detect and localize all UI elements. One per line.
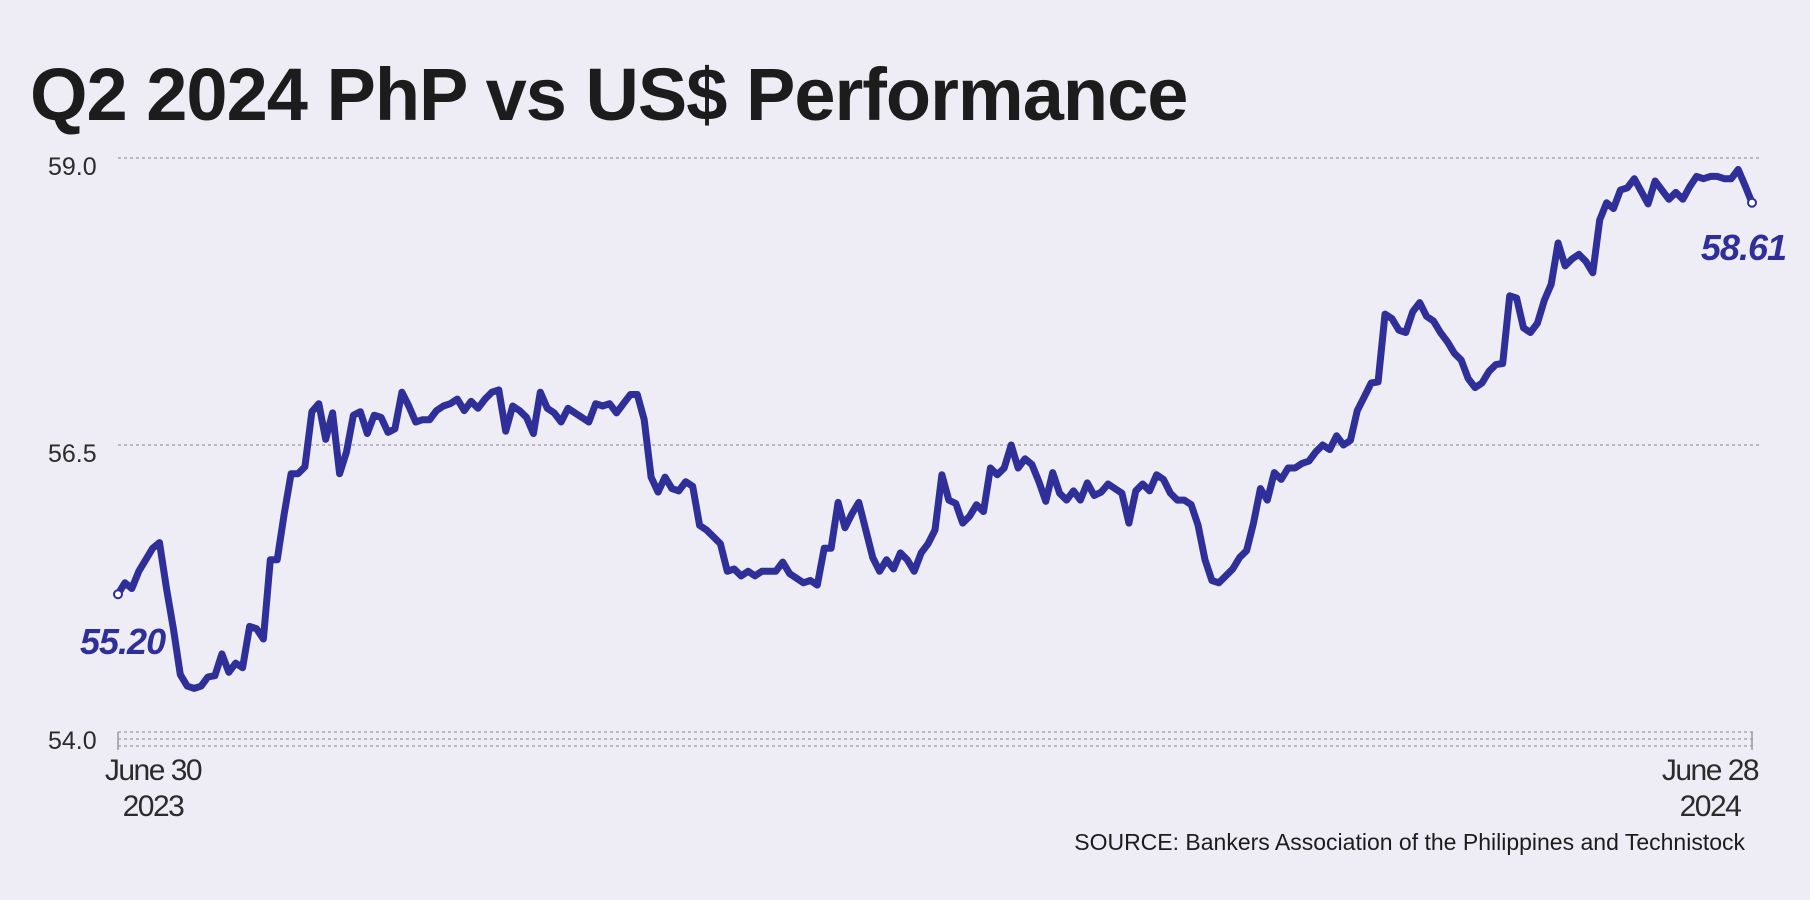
series-line [114,166,1756,692]
end-value-label: 58.61 [1701,227,1786,268]
gridlines [118,157,1762,446]
x-axis [117,731,1756,750]
y-axis-ticks: 59.0 56.5 54.0 [48,153,97,755]
source-note: SOURCE: Bankers Association of the Phili… [1074,829,1745,855]
x-tick-label-line: June 28 [1662,754,1759,787]
x-tick-label-line: 2024 [1680,790,1742,823]
x-tick-label-line: 2023 [123,790,185,823]
chart-title: Q2 2024 PhP vs US$ Performance [30,53,1187,136]
y-tick-label: 54.0 [48,727,97,755]
x-tick-label-line: June 30 [105,754,202,787]
y-tick-label: 59.0 [48,153,97,181]
y-tick-label: 56.5 [48,440,97,468]
series-start-marker [113,589,123,600]
start-value-label: 55.20 [80,621,166,662]
series-end-marker [1747,197,1757,208]
